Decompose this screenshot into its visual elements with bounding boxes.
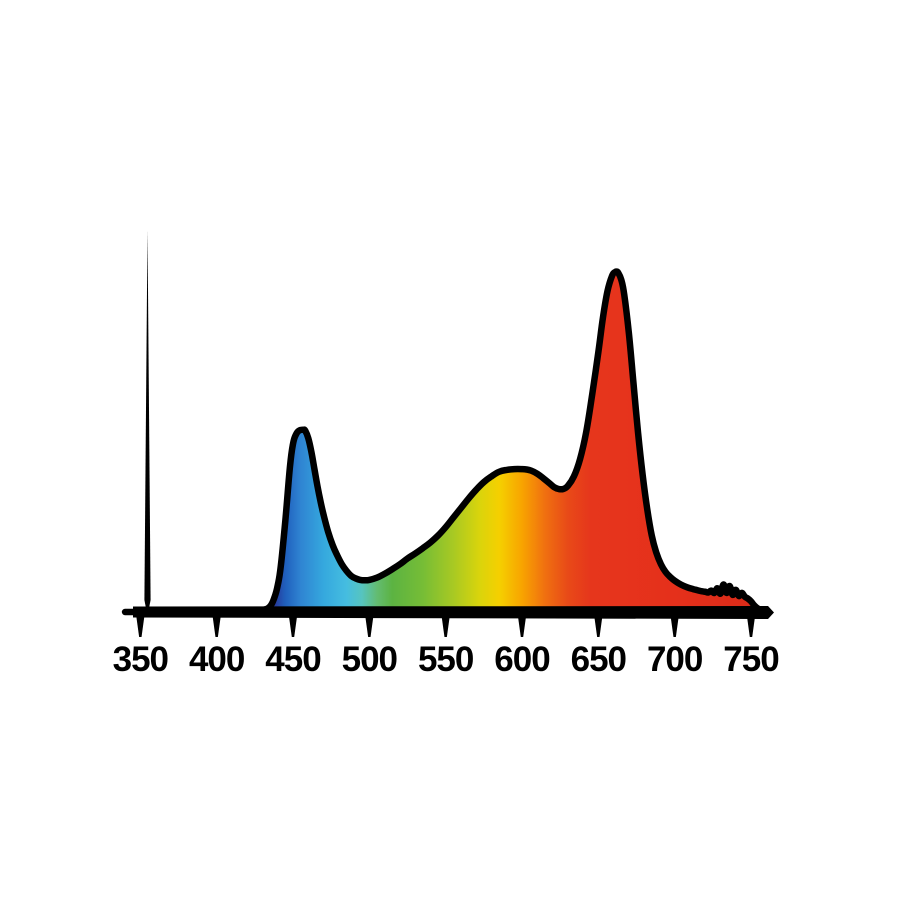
- x-axis-tick: [288, 613, 298, 637]
- x-axis-tick: [135, 613, 145, 637]
- x-axis-tick: [670, 613, 680, 637]
- spectrum-area-fill: [125, 271, 767, 613]
- spectrum-curve-outline: [121, 268, 770, 616]
- x-axis-tick-marks: [135, 613, 756, 637]
- x-axis-tick: [364, 613, 374, 637]
- x-axis-tick: [212, 613, 222, 637]
- x-axis-tick: [593, 613, 603, 637]
- vertical-axis: [144, 230, 151, 616]
- x-axis-tick: [517, 613, 527, 637]
- x-axis-tick: [441, 613, 451, 637]
- x-axis-tick: [746, 613, 756, 637]
